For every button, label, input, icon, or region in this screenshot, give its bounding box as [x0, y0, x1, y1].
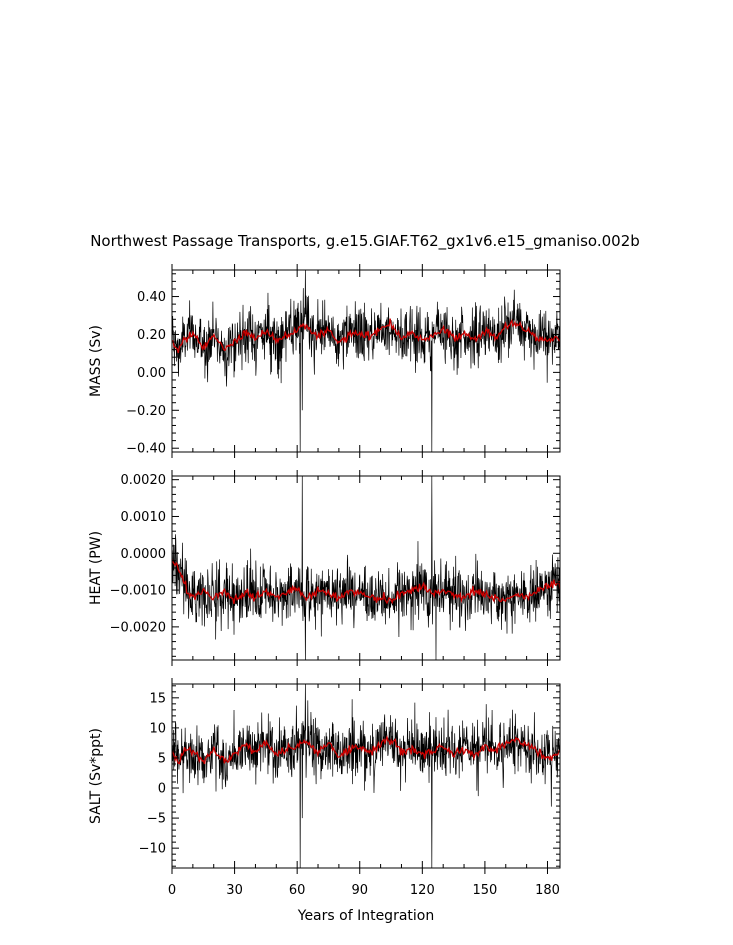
- y-tick-label-mass: 0.20: [137, 328, 166, 343]
- y-tick-label-mass: −0.40: [126, 442, 166, 457]
- y-tick-label-heat: 0.0000: [121, 547, 167, 562]
- series-raw-heat: [172, 476, 560, 660]
- x-tick-label: 30: [226, 883, 243, 898]
- figure-title: Northwest Passage Transports, g.e15.GIAF…: [90, 232, 640, 251]
- y-axis-label-heat: HEAT (PW): [88, 531, 104, 605]
- y-tick-label-salt: 10: [149, 721, 166, 736]
- series-smoothed-salt: [172, 735, 560, 765]
- y-axis-label-salt: SALT (Sv*ppt): [88, 728, 104, 824]
- x-tick-label: 0: [168, 883, 176, 898]
- y-tick-label-salt: 15: [149, 691, 166, 706]
- plot-area-heat: [172, 476, 560, 660]
- x-axis-label: Years of Integration: [297, 908, 434, 924]
- x-tick-label: 180: [535, 883, 560, 898]
- plot-area-mass: [172, 270, 560, 452]
- series-raw-mass: [172, 270, 560, 452]
- x-tick-label: 60: [289, 883, 306, 898]
- frame-mass: [171, 269, 561, 453]
- y-tick-label-salt: 0: [158, 782, 166, 797]
- x-tick-label: 90: [351, 883, 368, 898]
- plot-area-salt: [172, 684, 560, 868]
- panel-heat: −0.0020 −0.0010 0.0000 0.0010 0.0020 HEAT (PW…: [88, 470, 561, 666]
- x-tick-label: 150: [472, 883, 497, 898]
- y-tick-label-mass: 0.40: [137, 290, 166, 305]
- y-tick-label-salt: −10: [139, 842, 166, 857]
- y-tick-label-heat: 0.0010: [121, 510, 167, 525]
- y-tick-label-heat: −0.0020: [110, 620, 166, 635]
- y-tick-label-mass: 0.00: [137, 366, 166, 381]
- y-tick-label-heat: −0.0010: [110, 584, 166, 599]
- y-tick-label-heat: 0.0020: [121, 473, 167, 488]
- series-smoothed-mass: [172, 318, 560, 354]
- panel-salt: −10 −5 0 5 10 15 SALT (Sv*ppt): [88, 678, 561, 874]
- series-smoothed-heat: [172, 559, 560, 605]
- panel-mass: −0.40 −0.20 0.00 0.20 0.40 MASS (Sv): [88, 264, 561, 458]
- frame-heat: [171, 475, 561, 661]
- series-raw-salt: [172, 684, 560, 868]
- x-tick-label: 120: [410, 883, 435, 898]
- y-axis-label-mass: MASS (Sv): [88, 325, 104, 397]
- y-tick-label-salt: −5: [147, 812, 166, 827]
- y-tick-label-mass: −0.20: [126, 404, 166, 419]
- y-tick-label-salt: 5: [158, 751, 166, 766]
